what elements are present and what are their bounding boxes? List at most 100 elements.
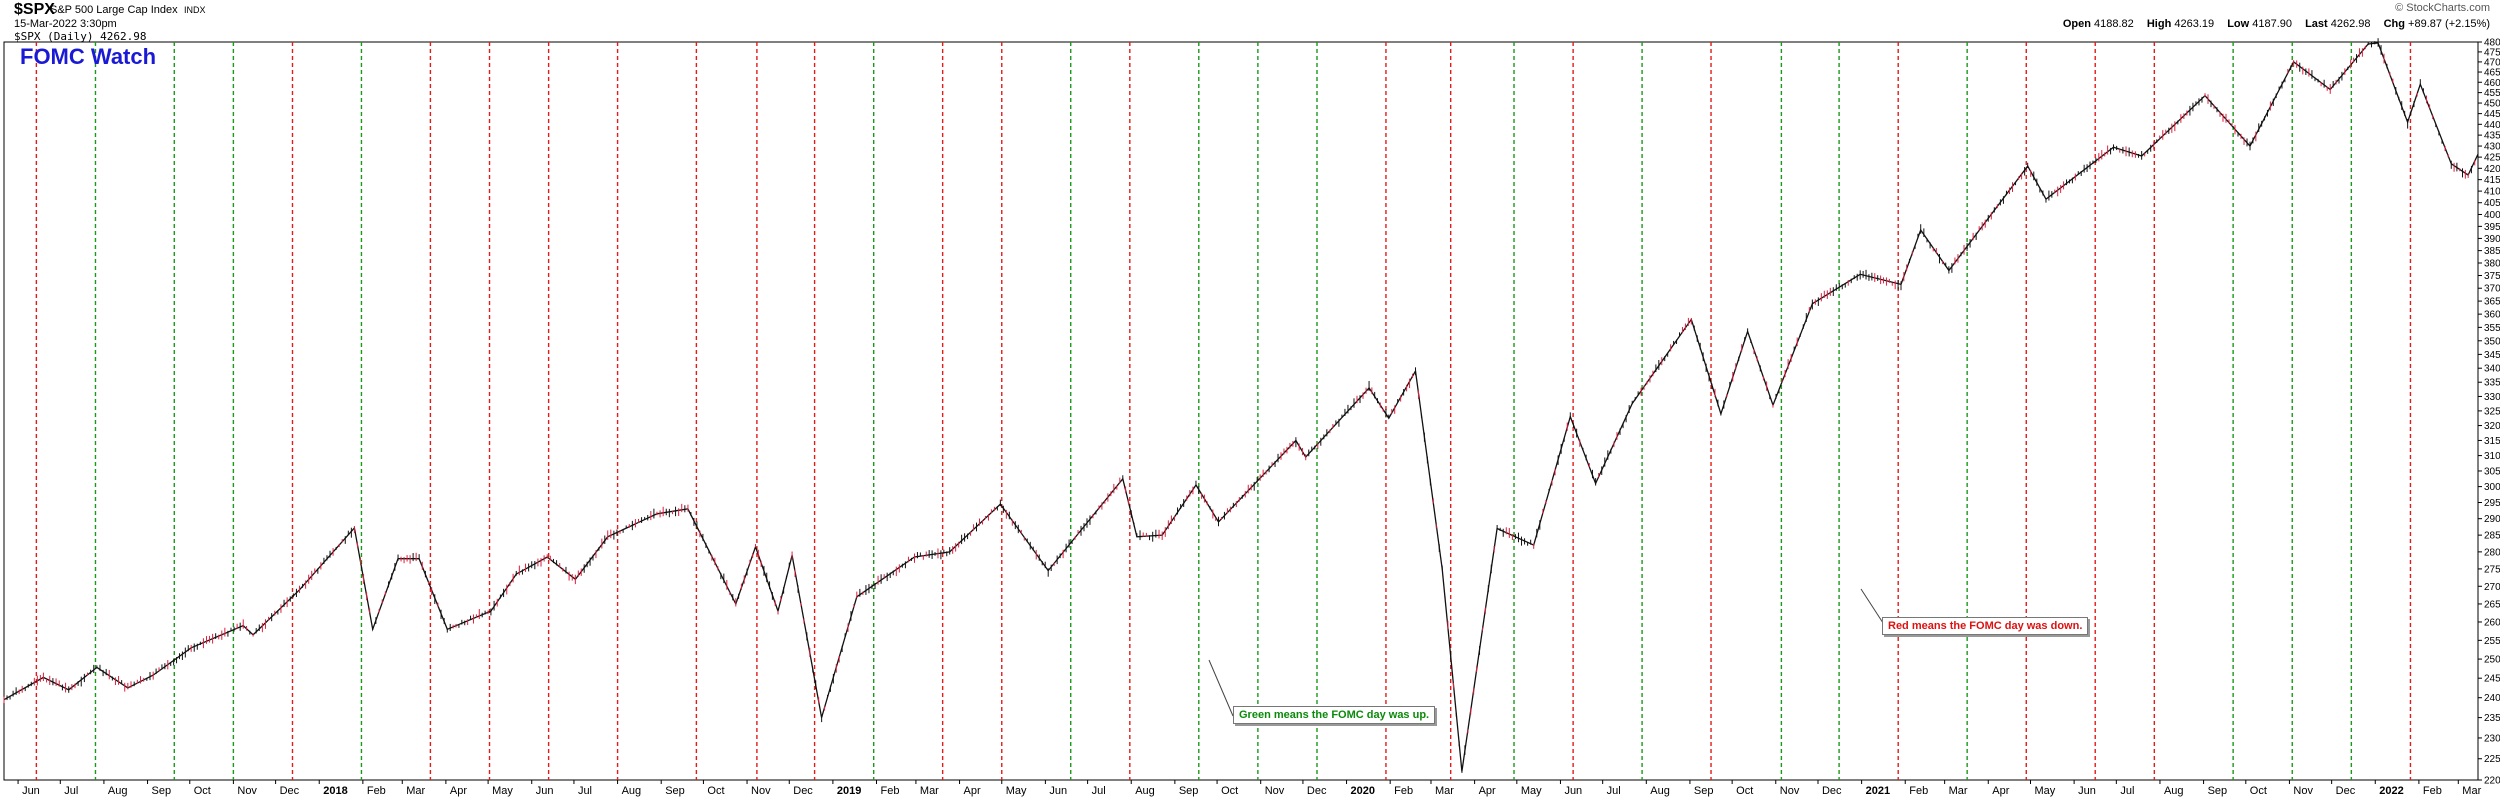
x-tick-label: 2021: [1866, 785, 1890, 797]
x-tick-label: Apr: [450, 785, 467, 797]
y-tick-label: 4600: [2484, 78, 2500, 89]
y-tick-label: 3250: [2484, 406, 2500, 417]
x-tick-label: Oct: [1221, 785, 1238, 797]
x-tick-label: Sep: [1179, 785, 1199, 797]
y-tick-label: 4100: [2484, 187, 2500, 198]
x-tick-label: Mar: [406, 785, 425, 797]
y-tick-label: 2200: [2484, 776, 2500, 787]
y-tick-label: 4250: [2484, 153, 2500, 164]
y-tick-label: 3500: [2484, 336, 2500, 347]
y-tick-label: 2350: [2484, 713, 2500, 724]
y-tick-label: 4050: [2484, 198, 2500, 209]
x-tick-label: May: [492, 785, 513, 797]
x-tick-label: Apr: [1479, 785, 1496, 797]
x-tick-label: Sep: [152, 785, 172, 797]
x-tick-label: Aug: [108, 785, 128, 797]
date-label: 15-Mar-2022 3:30pm: [14, 18, 117, 30]
x-tick-label: Feb: [2423, 785, 2442, 797]
x-tick-label: Oct: [1736, 785, 1753, 797]
y-tick-label: 3850: [2484, 246, 2500, 257]
y-tick-label: 3750: [2484, 271, 2500, 282]
x-tick-label: Jul: [64, 785, 78, 797]
y-tick-label: 3300: [2484, 392, 2500, 403]
y-tick-label: 3400: [2484, 364, 2500, 375]
y-tick-label: 3350: [2484, 378, 2500, 389]
y-tick-label: 2650: [2484, 599, 2500, 610]
y-tick-label: 4150: [2484, 175, 2500, 186]
y-tick-label: 3050: [2484, 466, 2500, 477]
y-tick-label: 2750: [2484, 564, 2500, 575]
x-tick-label: Dec: [2336, 785, 2356, 797]
index-name-label: S&P 500 Large Cap Index: [50, 4, 178, 16]
x-tick-label: Jun: [22, 785, 40, 797]
x-tick-label: Mar: [1949, 785, 1968, 797]
annotation-green-pointer: [1208, 659, 1234, 717]
chart-title: FOMC Watch: [20, 44, 157, 69]
x-tick-label: Sep: [2208, 785, 2228, 797]
x-tick-label: Feb: [1909, 785, 1928, 797]
y-tick-label: 3550: [2484, 323, 2500, 334]
x-tick-label: Feb: [367, 785, 386, 797]
x-tick-label: Jun: [2078, 785, 2096, 797]
y-tick-label: 3800: [2484, 258, 2500, 269]
x-tick-label: Aug: [622, 785, 642, 797]
y-tick-label: 4550: [2484, 88, 2500, 99]
last-value: 4262.98: [2330, 18, 2371, 30]
y-tick-label: 4300: [2484, 142, 2500, 153]
x-tick-label: 2019: [837, 785, 861, 797]
high-value: 4263.19: [2174, 18, 2215, 30]
x-tick-label: May: [2034, 785, 2055, 797]
x-tick-label: Oct: [707, 785, 724, 797]
chg-value: +89.87 (+2.15%): [2408, 18, 2490, 30]
x-tick-label: Mar: [920, 785, 939, 797]
x-tick-label: 2022: [2379, 785, 2403, 797]
x-tick-label: Dec: [1307, 785, 1327, 797]
chg-label: Chg: [2383, 18, 2405, 30]
y-tick-label: 3000: [2484, 482, 2500, 493]
low-value: 4187.90: [2252, 18, 2293, 30]
x-tick-label: Sep: [1694, 785, 1714, 797]
y-tick-label: 4350: [2484, 131, 2500, 142]
x-tick-label: Aug: [2164, 785, 2184, 797]
open-label: Open: [2062, 18, 2091, 30]
y-tick-label: 4500: [2484, 99, 2500, 110]
y-tick-label: 4000: [2484, 210, 2500, 221]
y-tick-label: 3700: [2484, 284, 2500, 295]
y-tick-label: 2400: [2484, 693, 2500, 704]
quote-bar: Open 4188.82 High 4263.19 Low 4187.90 La…: [2053, 18, 2490, 30]
y-tick-label: 2500: [2484, 655, 2500, 666]
x-tick-label: Mar: [1435, 785, 1454, 797]
x-tick-label: Dec: [793, 785, 813, 797]
y-tick-label: 4800: [2484, 38, 2500, 49]
x-tick-label: Jun: [1564, 785, 1582, 797]
x-tick-label: Nov: [751, 785, 771, 797]
y-tick-label: 3150: [2484, 436, 2500, 447]
y-tick-label: 4700: [2484, 57, 2500, 68]
x-tick-label: May: [1006, 785, 1027, 797]
symbol-label: $SPX: [14, 1, 55, 18]
x-tick-label: Aug: [1650, 785, 1670, 797]
y-tick-label: 4450: [2484, 109, 2500, 120]
y-tick-label: 2700: [2484, 582, 2500, 593]
x-tick-label: 2018: [323, 785, 347, 797]
y-tick-label: 3200: [2484, 421, 2500, 432]
y-tick-label: 2950: [2484, 498, 2500, 509]
y-tick-label: 2250: [2484, 754, 2500, 765]
y-tick-label: 3650: [2484, 297, 2500, 308]
series-label: $SPX (Daily) 4262.98: [14, 30, 147, 43]
open-value: 4188.82: [2094, 18, 2134, 30]
x-tick-label: Apr: [1992, 785, 2009, 797]
annotation-red-pointer: [1860, 588, 1886, 627]
y-tick-label: 2550: [2484, 636, 2500, 647]
annotation-green: Green means the FOMC day was up.: [1233, 706, 1436, 724]
x-tick-label: Dec: [1822, 785, 1842, 797]
y-tick-label: 2800: [2484, 547, 2500, 558]
y-tick-label: 3600: [2484, 310, 2500, 321]
x-tick-label: Nov: [237, 785, 257, 797]
x-tick-label: Jul: [1607, 785, 1621, 797]
high-label: High: [2146, 18, 2172, 30]
y-tick-label: 3950: [2484, 222, 2500, 233]
last-label: Last: [2305, 18, 2328, 30]
x-tick-label: Feb: [1394, 785, 1413, 797]
